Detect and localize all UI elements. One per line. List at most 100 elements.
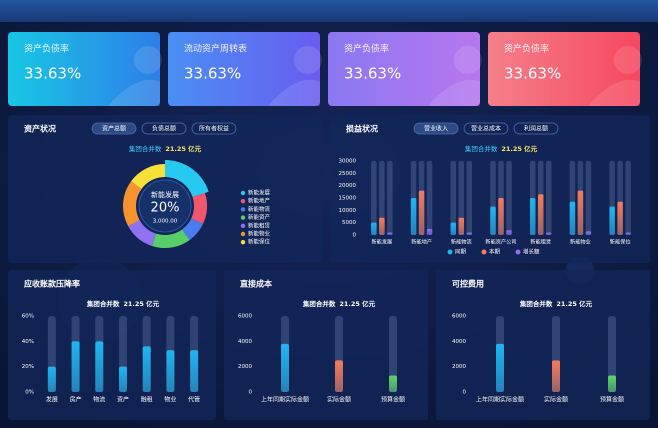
legend-label: 新能资产 (248, 213, 271, 221)
card-value: 33.63% (344, 65, 401, 83)
card-title: 资产负债率 (504, 43, 549, 55)
bar-track (506, 161, 512, 235)
legend-label: 新能地产 (248, 197, 271, 205)
tab-label[interactable]: 所有者权益 (199, 124, 229, 132)
donut-segment (122, 181, 142, 227)
bar-track (625, 161, 631, 235)
bar (585, 231, 592, 235)
bar-track (466, 161, 473, 235)
legend-swatch (447, 249, 453, 255)
tab-label[interactable]: 负债总额 (152, 124, 176, 132)
legend-swatch (481, 249, 487, 255)
bar (529, 198, 536, 235)
bar (577, 190, 584, 235)
tab-label[interactable]: 资产总额 (102, 124, 126, 132)
tab-label[interactable]: 利润总额 (524, 124, 548, 132)
bar (625, 232, 631, 235)
card-decoration (454, 46, 482, 74)
subtitle-value: 21.25 亿元 (339, 299, 375, 308)
tab-button[interactable] (513, 122, 559, 135)
y-tick-label: 4000 (452, 339, 466, 345)
y-tick-label: 40% (22, 339, 34, 345)
x-tick-label: 物流 (93, 396, 105, 404)
legend-swatch (240, 199, 246, 204)
card-title: 资产负债率 (24, 43, 69, 55)
panel-title: 可控费用 (452, 279, 484, 289)
x-tick-label: 实际金额 (327, 396, 351, 404)
bar (387, 232, 393, 235)
bar (537, 194, 544, 235)
tab-label[interactable]: 营业总成本 (471, 124, 501, 132)
tab-button[interactable] (413, 122, 459, 135)
bar-track (458, 161, 465, 235)
legend-label: 新能租赁 (248, 221, 271, 229)
panel (8, 270, 216, 420)
donut-segment (182, 218, 204, 240)
x-tick-label: 预算金额 (381, 396, 405, 404)
legend-swatch (240, 215, 246, 220)
x-tick-label: 新能发展 (371, 238, 392, 246)
x-tick-label: 上年同期实际金额 (261, 396, 309, 404)
bar-track (426, 161, 433, 235)
bar (450, 222, 457, 235)
subtitle-label: 集团合并数 (519, 299, 553, 308)
bar-track (387, 161, 393, 235)
bar (166, 350, 175, 392)
chart-subtitle: 集团合并数 21.25 亿元 (302, 299, 376, 308)
card-decoration (614, 46, 642, 74)
panel (224, 270, 428, 420)
bar (71, 341, 80, 392)
tab-button[interactable] (463, 122, 509, 135)
subtitle-label: 集团合并数 (86, 299, 120, 308)
legend-swatch (240, 231, 246, 237)
card-decoration (588, 79, 640, 106)
card-decoration (428, 79, 480, 106)
kpi-card (488, 32, 640, 106)
card-title: 流动资产周转表 (184, 43, 247, 55)
tab-label[interactable]: 营业收入 (424, 124, 448, 132)
subtitle-label: 集团合并数 (465, 144, 498, 153)
bar (545, 232, 552, 235)
bar (496, 343, 504, 392)
tab-button[interactable] (141, 122, 187, 135)
bar (95, 341, 104, 392)
panel-title: 直接成本 (240, 279, 272, 289)
tab-button[interactable] (91, 122, 137, 135)
legend-label: 新能保位 (248, 238, 271, 246)
y-tick-label: 0 (353, 233, 357, 239)
x-tick-label: 新能物业 (570, 238, 591, 246)
chart-subtitle: 集团合并数 21.25 亿元 (129, 144, 202, 153)
kpi-card (8, 32, 160, 106)
y-tick-label: 4000 (238, 339, 252, 345)
x-tick-label: 上年同期实际金额 (476, 396, 524, 404)
legend-label: 同期 (455, 249, 467, 256)
bar (190, 350, 199, 392)
bar-track (450, 161, 457, 235)
donut-segment (165, 160, 209, 198)
y-tick-label: 5000 (342, 220, 356, 226)
chart-subtitle: 集团合并数 21.25 亿元 (465, 144, 538, 153)
subtitle-label: 集团合并数 (302, 299, 336, 308)
donut-segment (191, 193, 207, 224)
panel-title: 损益状况 (346, 124, 378, 134)
y-tick-label: 20000 (339, 183, 357, 189)
donut-center-note: 3,000.00 (153, 219, 178, 225)
kpi-card (328, 32, 480, 106)
y-tick-label: 6000 (238, 314, 252, 320)
subtitle-label: 集团合并数 (129, 144, 162, 153)
y-tick-label: 25000 (339, 171, 357, 177)
x-tick-label: 新能资产公司 (485, 238, 516, 246)
bar (389, 375, 397, 392)
x-tick-label: 物业 (164, 396, 176, 404)
tab-button[interactable] (191, 122, 237, 135)
bar-track (545, 161, 552, 235)
x-tick-label: 新能保位 (610, 238, 631, 246)
card-decoration (268, 79, 320, 106)
bar (379, 217, 385, 235)
bar (617, 201, 623, 235)
card-decoration (134, 46, 162, 74)
x-tick-label: 实际金额 (544, 396, 568, 404)
card-decoration (108, 79, 160, 106)
x-tick-label: 资产 (117, 396, 129, 404)
legend-swatch (240, 207, 246, 212)
